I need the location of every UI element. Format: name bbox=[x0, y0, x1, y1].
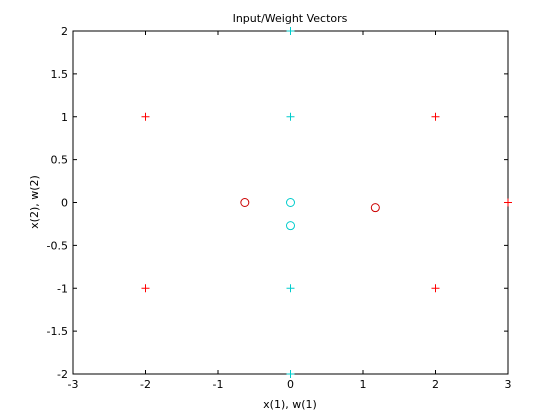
x-tick-label: -1 bbox=[213, 378, 224, 391]
data-marks bbox=[141, 27, 512, 378]
circle-marker bbox=[286, 198, 295, 207]
y-tick-label: 1.5 bbox=[51, 68, 69, 81]
y-tick-label: 0.5 bbox=[51, 154, 69, 167]
plus-marker bbox=[504, 198, 512, 207]
x-axis-label: x(1), w(1) bbox=[263, 398, 317, 411]
y-tick-label: -1 bbox=[57, 282, 68, 295]
x-tick-label: -2 bbox=[140, 378, 151, 391]
y-tick-label: -2 bbox=[57, 368, 68, 381]
plus-marker bbox=[431, 284, 440, 293]
plus-marker bbox=[431, 112, 440, 121]
plus-marker bbox=[141, 284, 150, 293]
y-tick-label: -0.5 bbox=[47, 239, 68, 252]
chart-title: Input/Weight Vectors bbox=[233, 12, 348, 25]
plus-marker bbox=[286, 112, 295, 121]
y-tick-label: -1.5 bbox=[47, 325, 68, 338]
plot-area bbox=[72, 30, 509, 375]
circle-marker bbox=[370, 203, 380, 213]
plus-marker bbox=[286, 370, 295, 378]
y-axis-label: x(2), w(2) bbox=[28, 175, 41, 229]
circle-marker bbox=[286, 221, 295, 231]
axes: -3 -2 -1 0 1 2 3-2-1.5-1-0.500.511.52 bbox=[47, 25, 512, 391]
y-tick-label: 0 bbox=[61, 197, 68, 210]
plus-marker bbox=[286, 284, 295, 293]
x-tick-label: 1 bbox=[360, 378, 367, 391]
x-tick-label: -3 bbox=[68, 378, 79, 391]
x-tick-label: 0 bbox=[287, 378, 294, 391]
circle-marker bbox=[240, 198, 250, 207]
x-tick-label: 2 bbox=[432, 378, 439, 391]
plus-marker bbox=[141, 112, 150, 121]
x-tick-label: 3 bbox=[505, 378, 512, 391]
y-tick-label: 1 bbox=[61, 111, 68, 124]
y-tick-label: 2 bbox=[61, 25, 68, 38]
plus-marker bbox=[286, 27, 295, 35]
